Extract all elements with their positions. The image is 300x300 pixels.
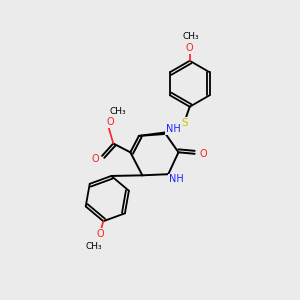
Text: O: O bbox=[92, 154, 99, 164]
Text: CH₃: CH₃ bbox=[182, 32, 199, 40]
Text: O: O bbox=[106, 117, 114, 127]
Text: NH: NH bbox=[169, 175, 184, 184]
Text: S: S bbox=[181, 118, 188, 128]
Text: NH: NH bbox=[166, 124, 181, 134]
Text: CH₃: CH₃ bbox=[85, 242, 102, 251]
Text: O: O bbox=[97, 229, 104, 239]
Text: O: O bbox=[186, 44, 194, 53]
Text: O: O bbox=[199, 149, 207, 159]
Text: CH₃: CH₃ bbox=[110, 107, 126, 116]
